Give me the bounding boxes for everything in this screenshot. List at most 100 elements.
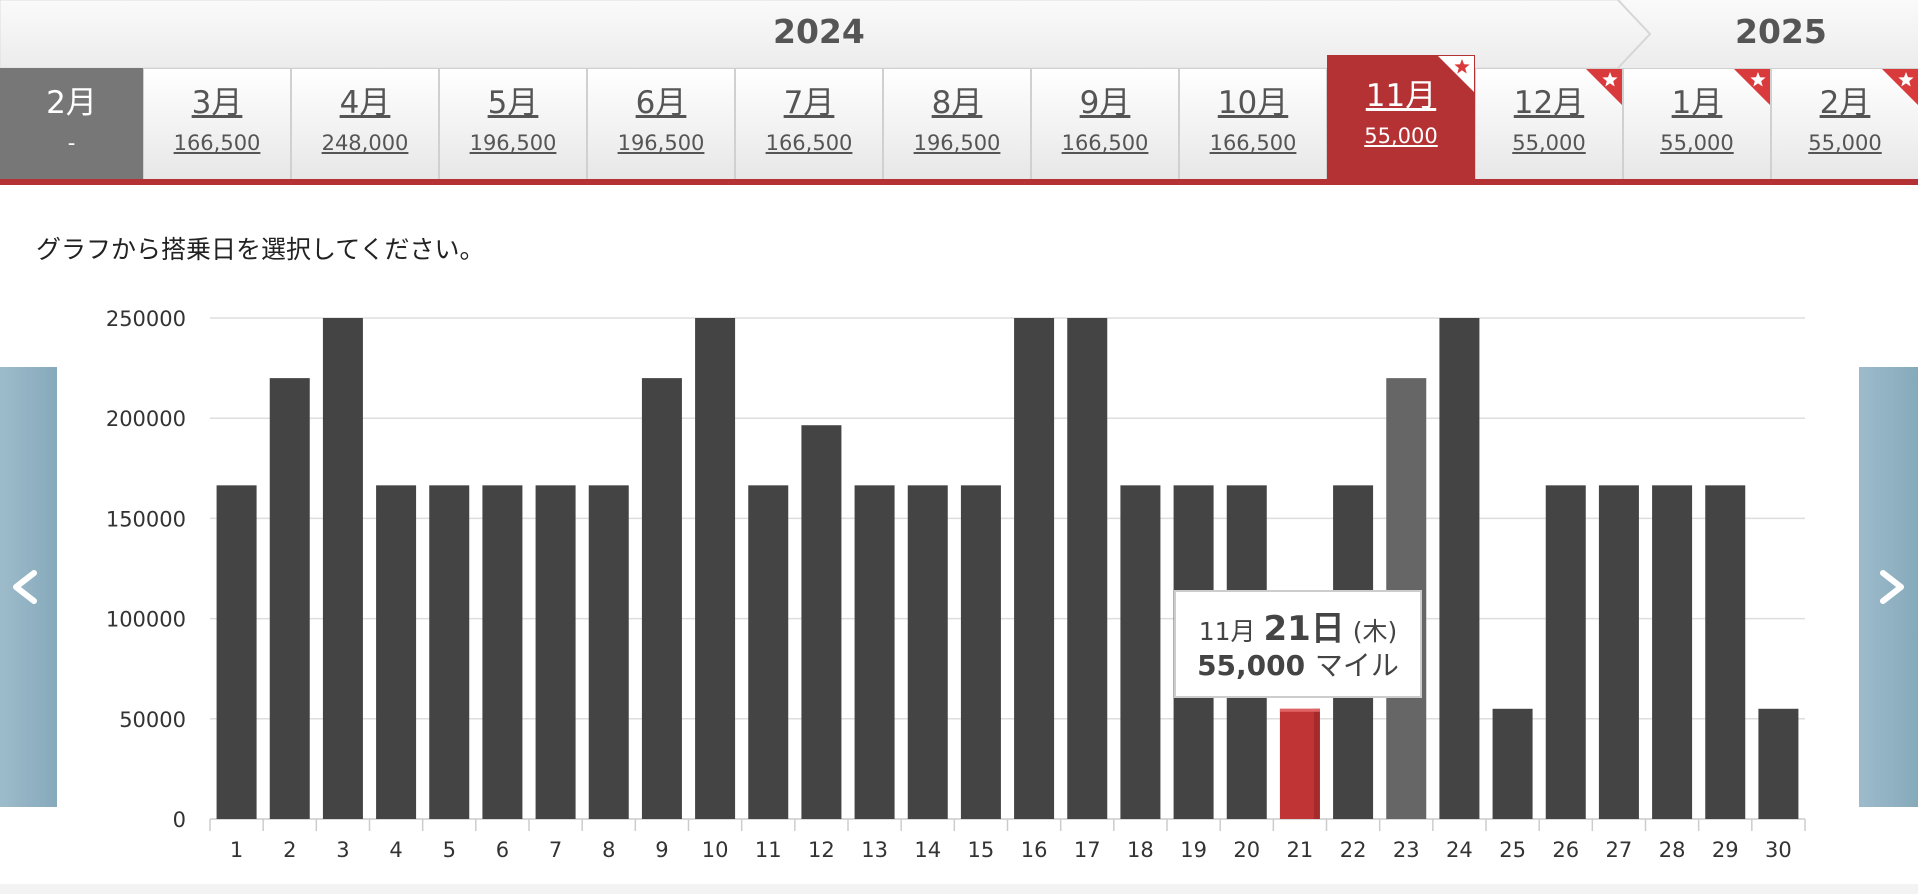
month-tab-price: 166,500	[173, 131, 261, 155]
month-tabs: 2月 - 3月 166,500 4月 248,000 5月 196,500 6月 196,500 7…	[0, 55, 1918, 179]
bar-day-25[interactable]	[1492, 708, 1533, 819]
bar-day-3[interactable]	[322, 318, 363, 819]
x-tick-label: 1	[230, 838, 243, 862]
bar-day-12[interactable]	[801, 425, 842, 819]
x-tick-label: 3	[336, 838, 349, 862]
year-banner	[0, 0, 1918, 68]
x-tick-label: 7	[549, 838, 562, 862]
bar-day-24[interactable]	[1439, 318, 1480, 819]
month-tab-price: 55,000	[1660, 131, 1734, 155]
x-tick-label: 8	[602, 838, 615, 862]
instruction-text: グラフから搭乗日を選択してください。	[36, 235, 485, 264]
bar-day-11[interactable]	[748, 485, 789, 819]
award-star-icon	[1438, 56, 1474, 92]
month-tab-7[interactable]: 9月 166,500	[1031, 68, 1179, 179]
bar-highlight	[1279, 708, 1320, 712]
y-tick-label: 100000	[106, 608, 186, 632]
tooltip-weekday: (木)	[1352, 617, 1398, 646]
x-tick-label: 28	[1659, 838, 1686, 862]
month-tab-price: 166,500	[1209, 131, 1297, 155]
month-tab-label: 11月	[1365, 78, 1437, 114]
bar-day-18[interactable]	[1120, 485, 1161, 819]
bar-day-30[interactable]	[1758, 708, 1799, 819]
month-tab-2[interactable]: 4月 248,000	[291, 68, 439, 179]
bar-day-1[interactable]	[216, 485, 257, 819]
month-tab-10[interactable]: 12月 55,000	[1475, 68, 1623, 179]
month-tab-9[interactable]: 11月 55,000	[1327, 55, 1475, 179]
month-tab-12[interactable]: 2月 55,000	[1771, 68, 1918, 179]
bar-day-8[interactable]	[588, 485, 629, 819]
month-tab-price: 196,500	[617, 131, 705, 155]
month-tab-price: 166,500	[765, 131, 853, 155]
bar-day-5[interactable]	[429, 485, 470, 819]
y-tick-label: 0	[173, 808, 186, 832]
award-star-icon	[1882, 69, 1918, 105]
chevron-right-icon	[1880, 570, 1904, 604]
bar-day-9[interactable]	[641, 378, 682, 819]
y-tick-label: 150000	[106, 507, 186, 531]
month-tab-label: 3月	[191, 85, 243, 121]
bar-day-13[interactable]	[854, 485, 895, 819]
bar-day-2[interactable]	[269, 378, 310, 819]
x-tick-label: 18	[1127, 838, 1154, 862]
x-tick-label: 30	[1765, 838, 1792, 862]
month-tab-label: 10月	[1217, 85, 1289, 121]
month-tab-11[interactable]: 1月 55,000	[1623, 68, 1771, 179]
month-tab-price: 55,000	[1364, 124, 1438, 148]
x-tick-label: 15	[968, 838, 995, 862]
bar-day-21[interactable]	[1279, 708, 1320, 819]
month-tab-6[interactable]: 8月 196,500	[883, 68, 1031, 179]
x-tick-label: 10	[702, 838, 729, 862]
bar-day-29[interactable]	[1705, 485, 1746, 819]
month-tab-price: 196,500	[469, 131, 557, 155]
x-tick-label: 14	[914, 838, 941, 862]
month-tab-label: 5月	[487, 85, 539, 121]
month-tab-4[interactable]: 6月 196,500	[587, 68, 735, 179]
x-tick-label: 24	[1446, 838, 1473, 862]
x-tick-label: 20	[1233, 838, 1260, 862]
month-tab-price: 55,000	[1512, 131, 1586, 155]
month-tab-8[interactable]: 10月 166,500	[1179, 68, 1327, 179]
bar-day-17[interactable]	[1067, 318, 1108, 819]
award-star-icon	[1586, 69, 1622, 105]
month-tab-label: 12月	[1513, 85, 1585, 121]
bar-day-10[interactable]	[695, 318, 736, 819]
bar-day-6[interactable]	[482, 485, 523, 819]
month-tab-3[interactable]: 5月 196,500	[439, 68, 587, 179]
tooltip-miles: 55,000	[1197, 649, 1306, 682]
month-tab-0: 2月 -	[0, 68, 143, 179]
bar-day-7[interactable]	[535, 485, 576, 819]
price-tooltip: 11月 21日 (木) 55,000 マイル	[1174, 590, 1422, 698]
month-tab-5[interactable]: 7月 166,500	[735, 68, 883, 179]
y-tick-label: 250000	[106, 307, 186, 331]
month-tab-price: 55,000	[1808, 131, 1882, 155]
bar-day-16[interactable]	[1014, 318, 1055, 819]
tooltip-month: 11月	[1198, 617, 1256, 646]
bar-day-14[interactable]	[907, 485, 948, 819]
year-label-2024: 2024	[773, 12, 865, 51]
month-tab-price: 166,500	[1061, 131, 1149, 155]
bar-day-26[interactable]	[1545, 485, 1586, 819]
x-tick-label: 23	[1393, 838, 1420, 862]
next-button[interactable]	[1859, 367, 1918, 807]
bar-day-27[interactable]	[1598, 485, 1639, 819]
x-tick-label: 2	[283, 838, 296, 862]
x-tick-label: 6	[496, 838, 509, 862]
year-label-2025: 2025	[1735, 12, 1827, 51]
month-tab-label: 6月	[635, 85, 687, 121]
bar-day-15[interactable]	[960, 485, 1001, 819]
year-bar: 2024 2025	[0, 0, 1918, 68]
x-tick-label: 16	[1021, 838, 1048, 862]
bar-day-4[interactable]	[376, 485, 417, 819]
bar-day-28[interactable]	[1652, 485, 1693, 819]
prev-button[interactable]	[0, 367, 57, 807]
month-tab-1[interactable]: 3月 166,500	[143, 68, 291, 179]
footer-divider	[0, 884, 1918, 894]
chevron-left-icon	[13, 570, 37, 604]
tooltip-unit: マイル	[1314, 649, 1399, 682]
x-tick-label: 5	[443, 838, 456, 862]
month-tab-label: 7月	[783, 85, 835, 121]
y-tick-label: 200000	[106, 407, 186, 431]
month-tab-label: 9月	[1079, 85, 1131, 121]
tooltip-day: 21日	[1263, 609, 1345, 649]
